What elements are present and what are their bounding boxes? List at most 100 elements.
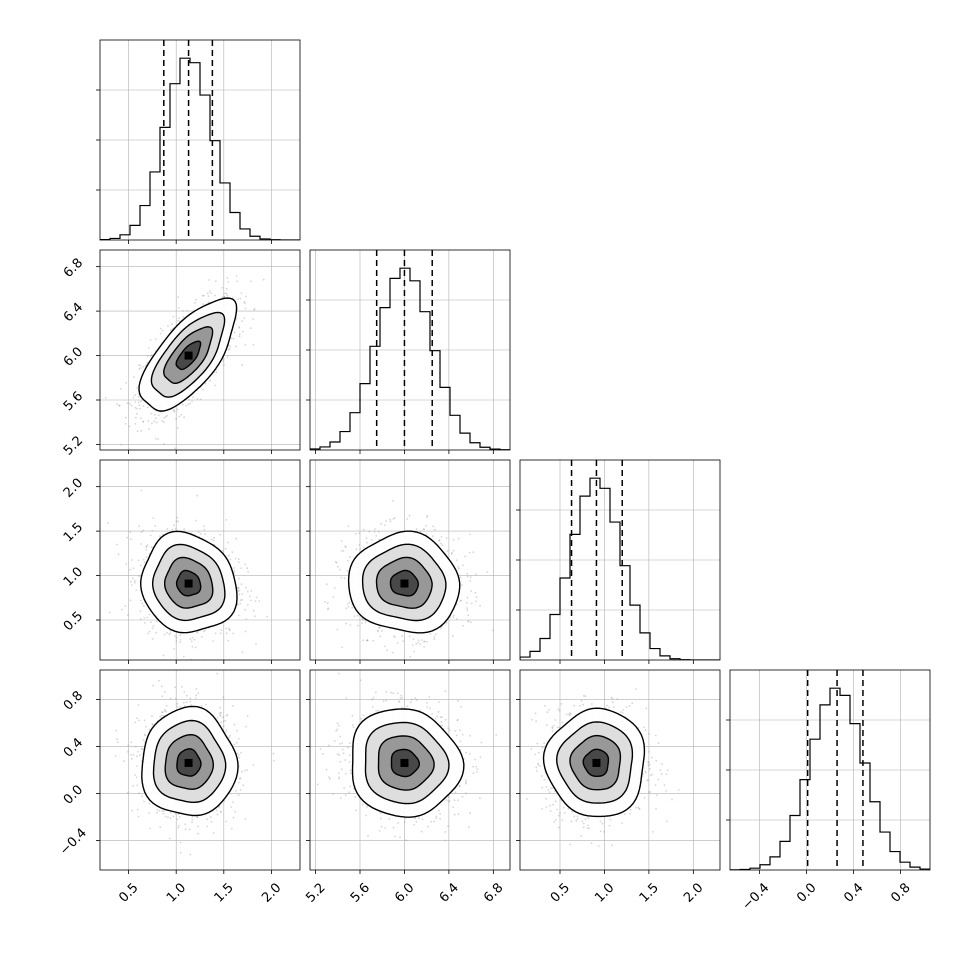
scatter-panel-1-0: 5.25.66.06.46.8 [61,249,301,459]
scatter-point [173,648,175,650]
scatter-point [209,290,211,293]
scatter-point [147,632,150,635]
scatter-point [212,640,215,642]
scatter-point [238,335,241,338]
scatter-point [127,750,129,753]
scatter-point [178,317,180,320]
scatter-point [202,525,205,527]
scatter-point [417,641,419,644]
scatter-point [464,555,466,558]
scatter-point [229,345,232,348]
scatter-point [445,622,448,624]
panel-frame [99,249,301,451]
scatter-point [384,524,386,526]
mode-marker [184,579,193,588]
scatter-point [223,295,226,298]
scatter-point [128,425,131,428]
scatter-point [386,649,388,652]
scatter-point [183,416,186,419]
scatter-point [156,809,159,811]
scatter-point [136,717,138,719]
scatter-point [189,853,192,856]
scatter-point [227,281,230,283]
scatter-point [380,629,383,632]
scatter-point [392,651,394,654]
scatter-point [121,608,123,611]
scatter-point [396,642,399,644]
scatter-point [432,525,435,528]
scatter-point [235,345,237,348]
contour-line-1 [361,543,447,622]
scatter-point [163,633,166,636]
y-tick-label: 1.0 [61,564,86,589]
scatter-point [134,774,137,776]
scatter-point [143,561,146,564]
scatter-point [422,528,425,531]
scatter-point [142,421,145,423]
scatter-point [188,399,191,401]
scatter-point [192,396,195,399]
scatter-point [243,317,246,319]
scatter-point [224,547,227,550]
scatter-point [235,741,238,744]
scatter-point [126,402,129,405]
scatter-point [177,319,179,322]
scatter-point [216,717,219,719]
scatter-point [475,661,477,663]
scatter-point [244,630,247,633]
scatter-point [158,679,160,682]
scatter-point [342,550,345,552]
scatter-point [209,379,212,382]
scatter-point [225,287,228,290]
scatter-point [237,587,240,590]
scatter-point [146,361,148,364]
scatter-point [178,307,180,309]
scatter-point [402,640,405,642]
scatter-point [130,404,133,407]
scatter-point [238,326,241,328]
scatter-point [244,563,247,566]
scatter-point [129,599,132,602]
scatter-point [136,755,138,757]
scatter-point [345,607,348,610]
scatter-point [220,711,223,714]
scatter-point [148,802,151,805]
scatter-point [151,723,154,726]
scatter-point [197,531,200,534]
scatter-point [365,537,368,540]
scatter-point [197,825,200,828]
scatter-point [243,302,246,304]
scatter-point [209,816,212,819]
scatter-point [240,583,243,585]
scatter-point [145,725,148,728]
scatter-point [225,714,228,717]
scatter-point [195,298,198,301]
scatter-point [355,548,358,551]
scatter-point [161,711,164,714]
scatter-point [139,364,142,367]
scatter-point [229,558,232,561]
scatter-point [244,769,246,772]
scatter-point [129,568,132,571]
scatter-point [137,559,140,562]
scatter-point [140,429,143,432]
scatter-point [250,280,252,283]
scatter-point [126,614,129,616]
scatter-point [412,638,415,641]
scatter-point [235,275,238,277]
scatter-point [326,608,329,611]
scatter-point [185,404,188,407]
scatter-point [154,338,157,341]
scatter-point [136,430,139,433]
scatter-point [215,809,218,812]
scatter-point [426,514,429,517]
scatter-point [127,744,130,747]
scatter-point [223,296,226,298]
scatter-point [470,621,472,624]
scatter-point [173,410,176,413]
scatter-point [230,337,233,340]
scatter-point [409,655,411,658]
scatter-point [245,725,248,728]
scatter-point [130,741,133,744]
scatter-point [149,355,152,357]
